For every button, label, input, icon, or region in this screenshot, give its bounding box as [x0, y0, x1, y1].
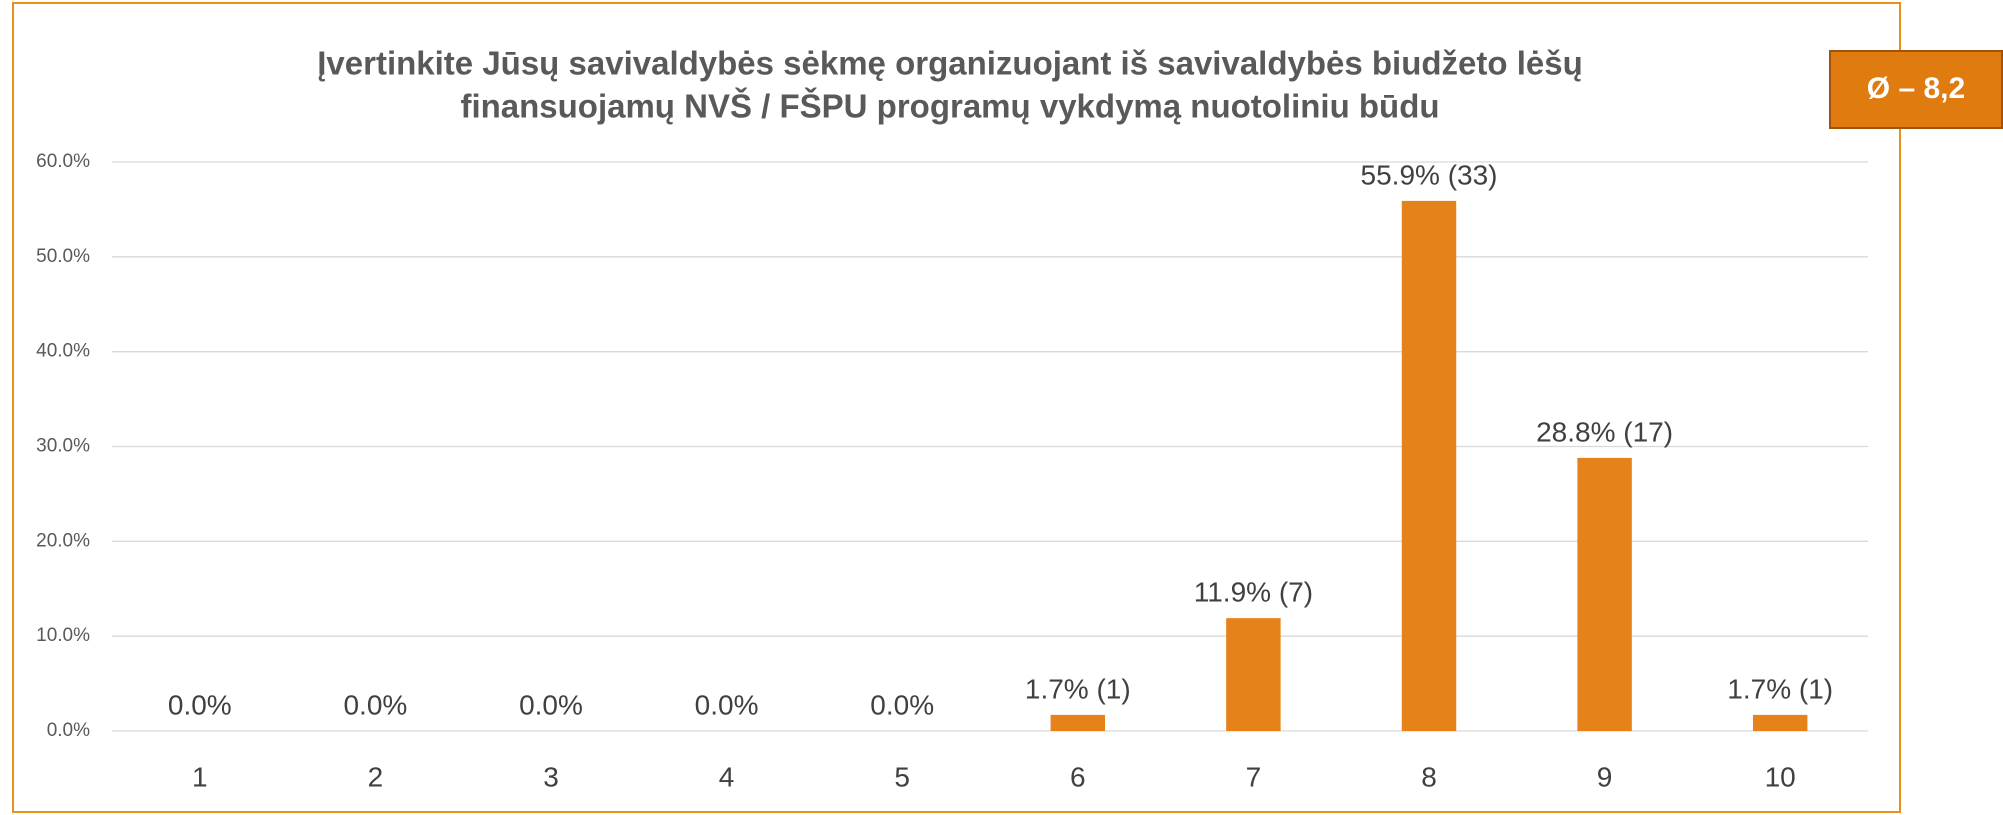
data-label: 1.7% (1) — [1727, 673, 1833, 704]
y-tick-label: 40.0% — [36, 341, 90, 362]
x-tick-label: 4 — [719, 761, 735, 792]
data-label: 0.0% — [695, 689, 759, 720]
x-tick-label: 2 — [368, 761, 384, 792]
chart-title: finansuojamų NVŠ / FŠPU programų vykdymą… — [460, 87, 1439, 125]
x-tick-label: 1 — [192, 761, 208, 792]
y-tick-label: 20.0% — [36, 530, 90, 551]
data-label: 0.0% — [519, 689, 583, 720]
data-label: 1.7% (1) — [1025, 673, 1131, 704]
bar — [1050, 714, 1106, 731]
y-tick-label: 0.0% — [47, 720, 90, 741]
bar — [1752, 714, 1808, 731]
y-tick-label: 60.0% — [36, 151, 90, 172]
y-tick-label: 30.0% — [36, 436, 90, 457]
x-tick-label: 5 — [894, 761, 910, 792]
x-tick-label: 8 — [1421, 761, 1437, 792]
y-tick-label: 10.0% — [36, 625, 90, 646]
data-label: 11.9% (7) — [1194, 577, 1313, 608]
data-label: 28.8% (17) — [1536, 416, 1673, 447]
data-label: 0.0% — [343, 689, 407, 720]
data-label: 0.0% — [870, 689, 934, 720]
bar — [1401, 200, 1457, 732]
y-tick-label: 50.0% — [36, 246, 90, 267]
average-label: Ø – 8,2 — [1867, 72, 1965, 105]
average-badge — [1829, 50, 2003, 129]
chart-title: Įvertinkite Jūsų savivaldybės sėkmę orga… — [317, 45, 1583, 82]
data-label: 0.0% — [168, 689, 232, 720]
bar — [1226, 618, 1281, 731]
x-tick-label: 3 — [543, 761, 559, 792]
bar — [1577, 457, 1632, 731]
x-tick-label: 9 — [1597, 761, 1613, 792]
data-label: 55.9% (33) — [1361, 159, 1498, 190]
x-tick-label: 7 — [1246, 761, 1262, 792]
x-tick-label: 10 — [1765, 761, 1796, 792]
x-tick-label: 6 — [1070, 761, 1086, 792]
